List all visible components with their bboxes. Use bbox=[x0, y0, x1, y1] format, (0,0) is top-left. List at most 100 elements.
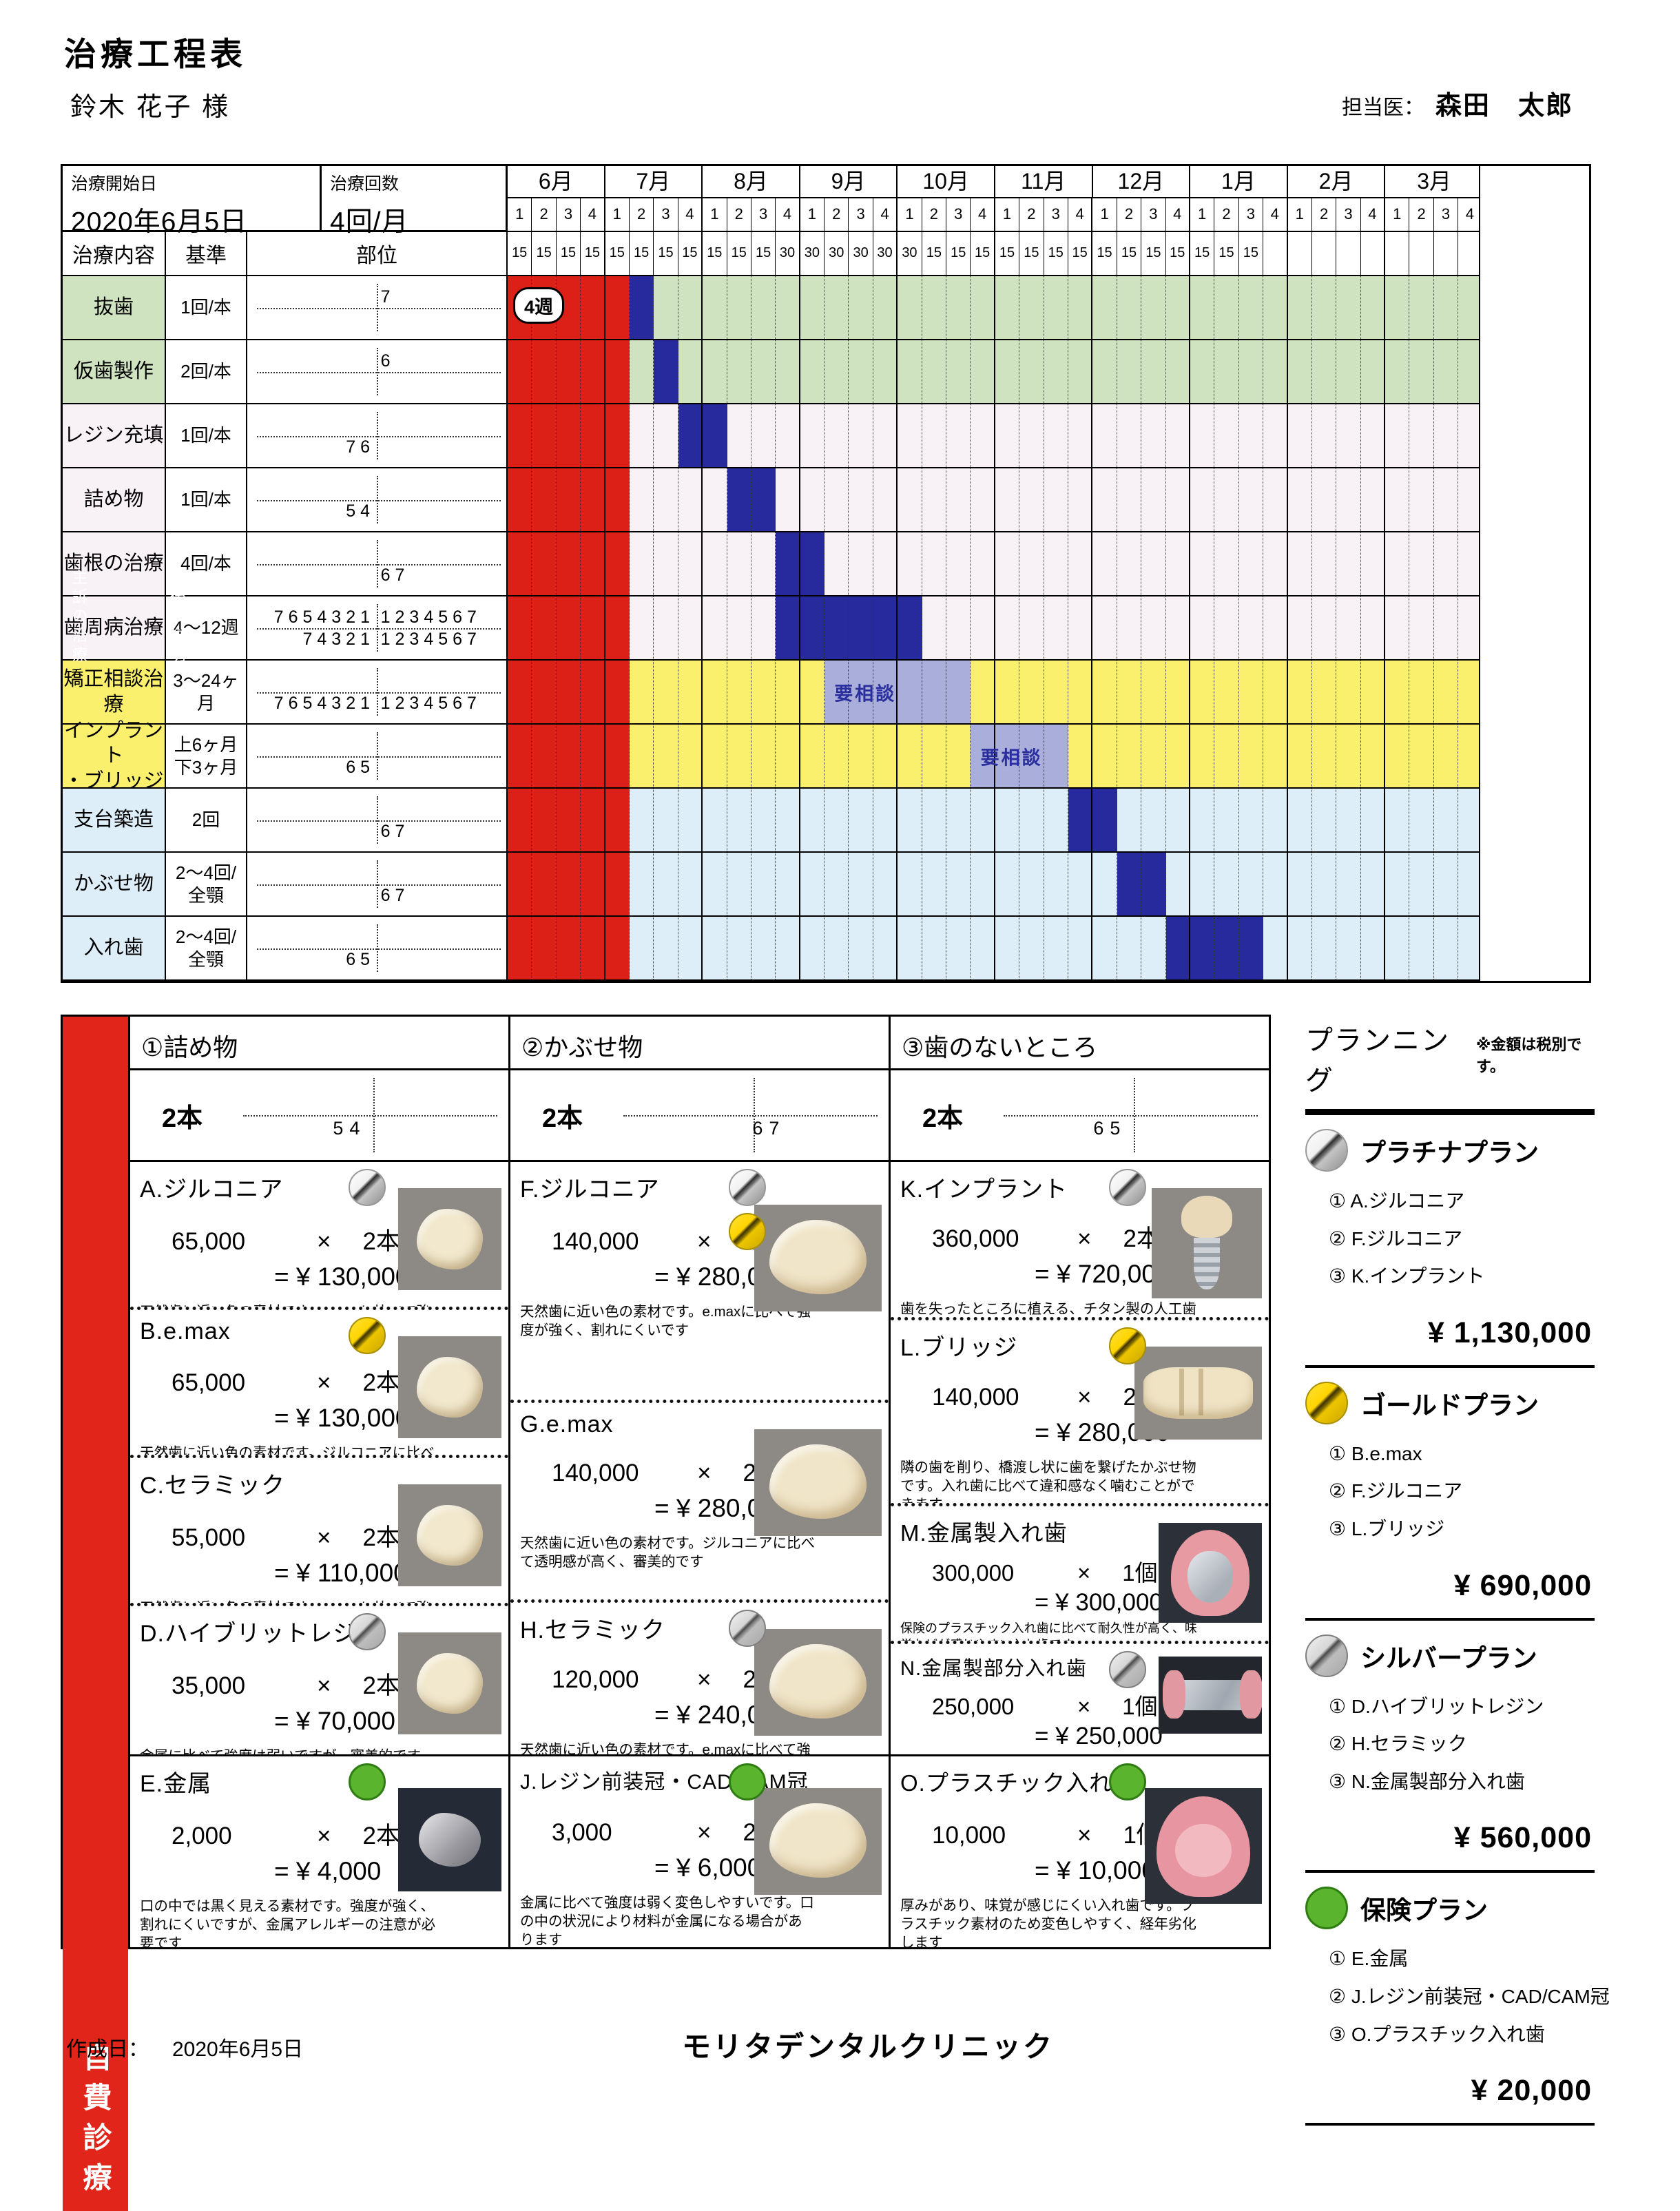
gantt-cell bbox=[1068, 468, 1093, 531]
gantt-cell bbox=[508, 596, 532, 659]
gantt-cell bbox=[1044, 789, 1068, 851]
payment-type-sidebar: 自費診療 保険診療 bbox=[63, 1017, 128, 2211]
gantt-week-cell: 2 bbox=[532, 198, 557, 231]
footer-date-block: 作成日： 2020年6月5日 bbox=[66, 2032, 303, 2062]
gantt-cell bbox=[508, 789, 532, 851]
gantt-cell bbox=[1336, 917, 1361, 979]
gantt-row: 仮歯製作 2回/本 6 bbox=[63, 340, 1589, 404]
gantt-cell bbox=[971, 532, 995, 595]
gantt-cell bbox=[556, 661, 581, 723]
gantt-cell bbox=[654, 725, 678, 787]
dotted-hline-icon bbox=[257, 884, 501, 886]
gantt-cell bbox=[1068, 404, 1093, 467]
gantt-cell bbox=[605, 661, 630, 723]
unit-price: 3,000 bbox=[552, 1819, 612, 1846]
site-teeth-ur: 1234567 bbox=[380, 607, 481, 627]
unit-price: 10,000 bbox=[932, 1822, 1006, 1849]
gantt-cell bbox=[1385, 468, 1410, 531]
gold-badge-icon bbox=[349, 1317, 386, 1354]
gantt-cell bbox=[1311, 276, 1337, 339]
gantt-cell bbox=[946, 404, 971, 467]
gantt-duration-cell: 15 bbox=[922, 232, 947, 275]
gantt-duration-cell: 15 bbox=[946, 232, 971, 275]
gantt-row-label: インプラント ・ブリッジ bbox=[63, 720, 166, 792]
gantt-cell bbox=[1311, 404, 1337, 467]
gantt-cell bbox=[1409, 276, 1434, 339]
gantt-cell bbox=[1165, 725, 1190, 787]
gantt-cell bbox=[678, 661, 703, 723]
gantt-duration-cell: 30 bbox=[776, 232, 800, 275]
gantt-cell bbox=[800, 468, 825, 531]
gantt-row: 歯根の治療 4回/本 67 bbox=[63, 532, 1589, 596]
gantt-cell bbox=[776, 661, 800, 723]
gantt-cell bbox=[873, 789, 898, 851]
gantt-cell bbox=[1117, 596, 1142, 659]
gantt-cell bbox=[800, 661, 825, 723]
gantt-cell bbox=[532, 468, 557, 531]
quantity: 2本 bbox=[362, 1369, 400, 1396]
gantt-row-timeline bbox=[508, 596, 1483, 659]
multiply-sign: × bbox=[317, 1369, 331, 1396]
tooth-count: 2本 bbox=[542, 1103, 583, 1133]
gantt-cell bbox=[532, 532, 557, 595]
option-item-name: E.金属 bbox=[140, 1771, 212, 1797]
gantt-cell bbox=[825, 340, 849, 403]
gantt-cell bbox=[946, 596, 971, 659]
gantt-cell bbox=[654, 596, 678, 659]
gantt-cell bbox=[995, 404, 1020, 467]
gantt-cell bbox=[1117, 276, 1142, 339]
option-item-K: K.インプラント 360,000 × 2本 = ¥ 720,000 歯を失ったところに植え… bbox=[891, 1162, 1269, 1320]
option-item-name: O.プラスチック入れ歯 bbox=[900, 1770, 1137, 1796]
plan-total: ¥ 690,000 bbox=[1453, 1568, 1592, 1602]
gantt-duration-cell bbox=[1288, 232, 1312, 275]
inlay-photo bbox=[398, 1632, 501, 1734]
site-lower-right: 67 bbox=[752, 1117, 786, 1139]
gantt-cell bbox=[1165, 404, 1190, 467]
plan-list: プラチナプラン ① A.ジルコニア ② F.ジルコニア ③ K.インプラント ¥ 1,1… bbox=[1305, 1115, 1610, 2126]
tooth-count: 2本 bbox=[922, 1103, 964, 1133]
gantt-cell bbox=[971, 661, 995, 723]
gantt-cell bbox=[946, 468, 971, 531]
visit-count-label: 治療回数 bbox=[330, 174, 400, 194]
column-missing-header: ③歯のないところ bbox=[891, 1017, 1269, 1070]
site-teeth-ur: 7 bbox=[380, 287, 395, 307]
gantt-cell bbox=[508, 853, 532, 915]
chief-complaint-vertical-text: 主訴の治療 bbox=[70, 569, 87, 665]
multiply-sign: × bbox=[1077, 1384, 1092, 1411]
gantt-row: かぶせ物 2～4回/ 全顎 67 bbox=[63, 853, 1589, 917]
gantt-duration-cell: 15 bbox=[532, 232, 557, 275]
gantt-cell bbox=[995, 853, 1020, 915]
gantt-cell bbox=[1311, 789, 1337, 851]
gantt-cell bbox=[629, 725, 654, 787]
option-item-calc: 300,000 × 1個 bbox=[900, 1555, 1259, 1588]
gantt-cell bbox=[751, 596, 776, 659]
plan-badge-markers bbox=[349, 1613, 386, 1650]
gantt-cell bbox=[946, 917, 971, 979]
option-item-E: E.金属 2,000 × 2本 = ¥ 4,000 口の中では黒く見える素材です。強度が強… bbox=[130, 1754, 508, 1947]
gantt-cell bbox=[898, 661, 922, 723]
column-filling-header: ①詰め物 bbox=[130, 1017, 508, 1070]
gantt-cell bbox=[678, 917, 703, 979]
gantt-duration-cell: 15 bbox=[727, 232, 751, 275]
gantt-duration-cell bbox=[1312, 232, 1337, 275]
platinum-badge-icon bbox=[1109, 1169, 1146, 1206]
gantt-cell bbox=[922, 917, 947, 979]
unit-price: 2,000 bbox=[172, 1823, 232, 1849]
gantt-cell bbox=[1141, 789, 1166, 851]
option-item-name: B.e.max bbox=[140, 1318, 231, 1345]
quantity: 1個 bbox=[1122, 1560, 1158, 1586]
gantt-cell bbox=[1336, 340, 1361, 403]
dotted-vline-icon bbox=[377, 412, 378, 459]
gantt-cell bbox=[946, 340, 971, 403]
gantt-cell bbox=[922, 596, 947, 659]
gantt-cell bbox=[1238, 917, 1264, 979]
site-teeth-ll: 76 bbox=[346, 437, 375, 457]
gantt-cell bbox=[1238, 596, 1264, 659]
option-item-calc: 10,000 × 1個 bbox=[900, 1816, 1259, 1851]
gantt-cell bbox=[1044, 276, 1068, 339]
teeth-position-diagram: 65 bbox=[994, 1070, 1263, 1160]
gantt-cell bbox=[1336, 404, 1361, 467]
gantt-cell bbox=[1238, 853, 1264, 915]
platinum-plan-badge-icon bbox=[1305, 1129, 1348, 1172]
